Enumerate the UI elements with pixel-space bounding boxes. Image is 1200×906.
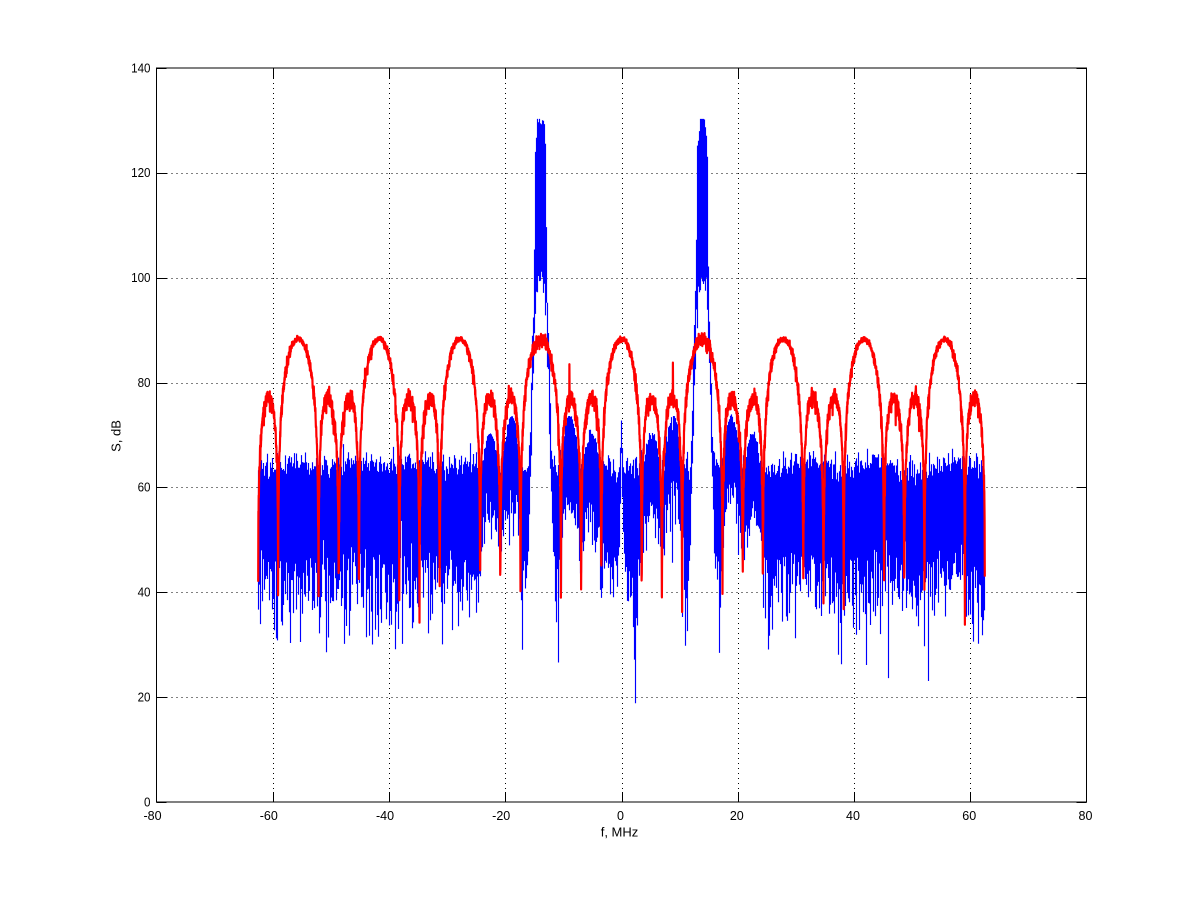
svg-text:-40: -40 <box>376 809 394 823</box>
svg-text:0: 0 <box>144 795 151 809</box>
svg-text:60: 60 <box>138 480 151 494</box>
svg-text:-20: -20 <box>492 809 510 823</box>
svg-text:S, dB: S, dB <box>109 420 124 452</box>
svg-text:60: 60 <box>962 809 976 823</box>
svg-text:0: 0 <box>617 809 624 823</box>
svg-text:80: 80 <box>1079 809 1093 823</box>
svg-text:f, MHz: f, MHz <box>601 825 639 840</box>
svg-text:100: 100 <box>131 271 151 285</box>
svg-text:-80: -80 <box>143 809 161 823</box>
svg-text:-60: -60 <box>260 809 278 823</box>
svg-text:40: 40 <box>138 585 151 599</box>
svg-text:20: 20 <box>730 809 744 823</box>
svg-text:140: 140 <box>131 61 151 75</box>
svg-text:20: 20 <box>138 690 151 704</box>
svg-text:120: 120 <box>131 166 151 180</box>
svg-text:80: 80 <box>138 376 151 390</box>
svg-text:40: 40 <box>846 809 860 823</box>
